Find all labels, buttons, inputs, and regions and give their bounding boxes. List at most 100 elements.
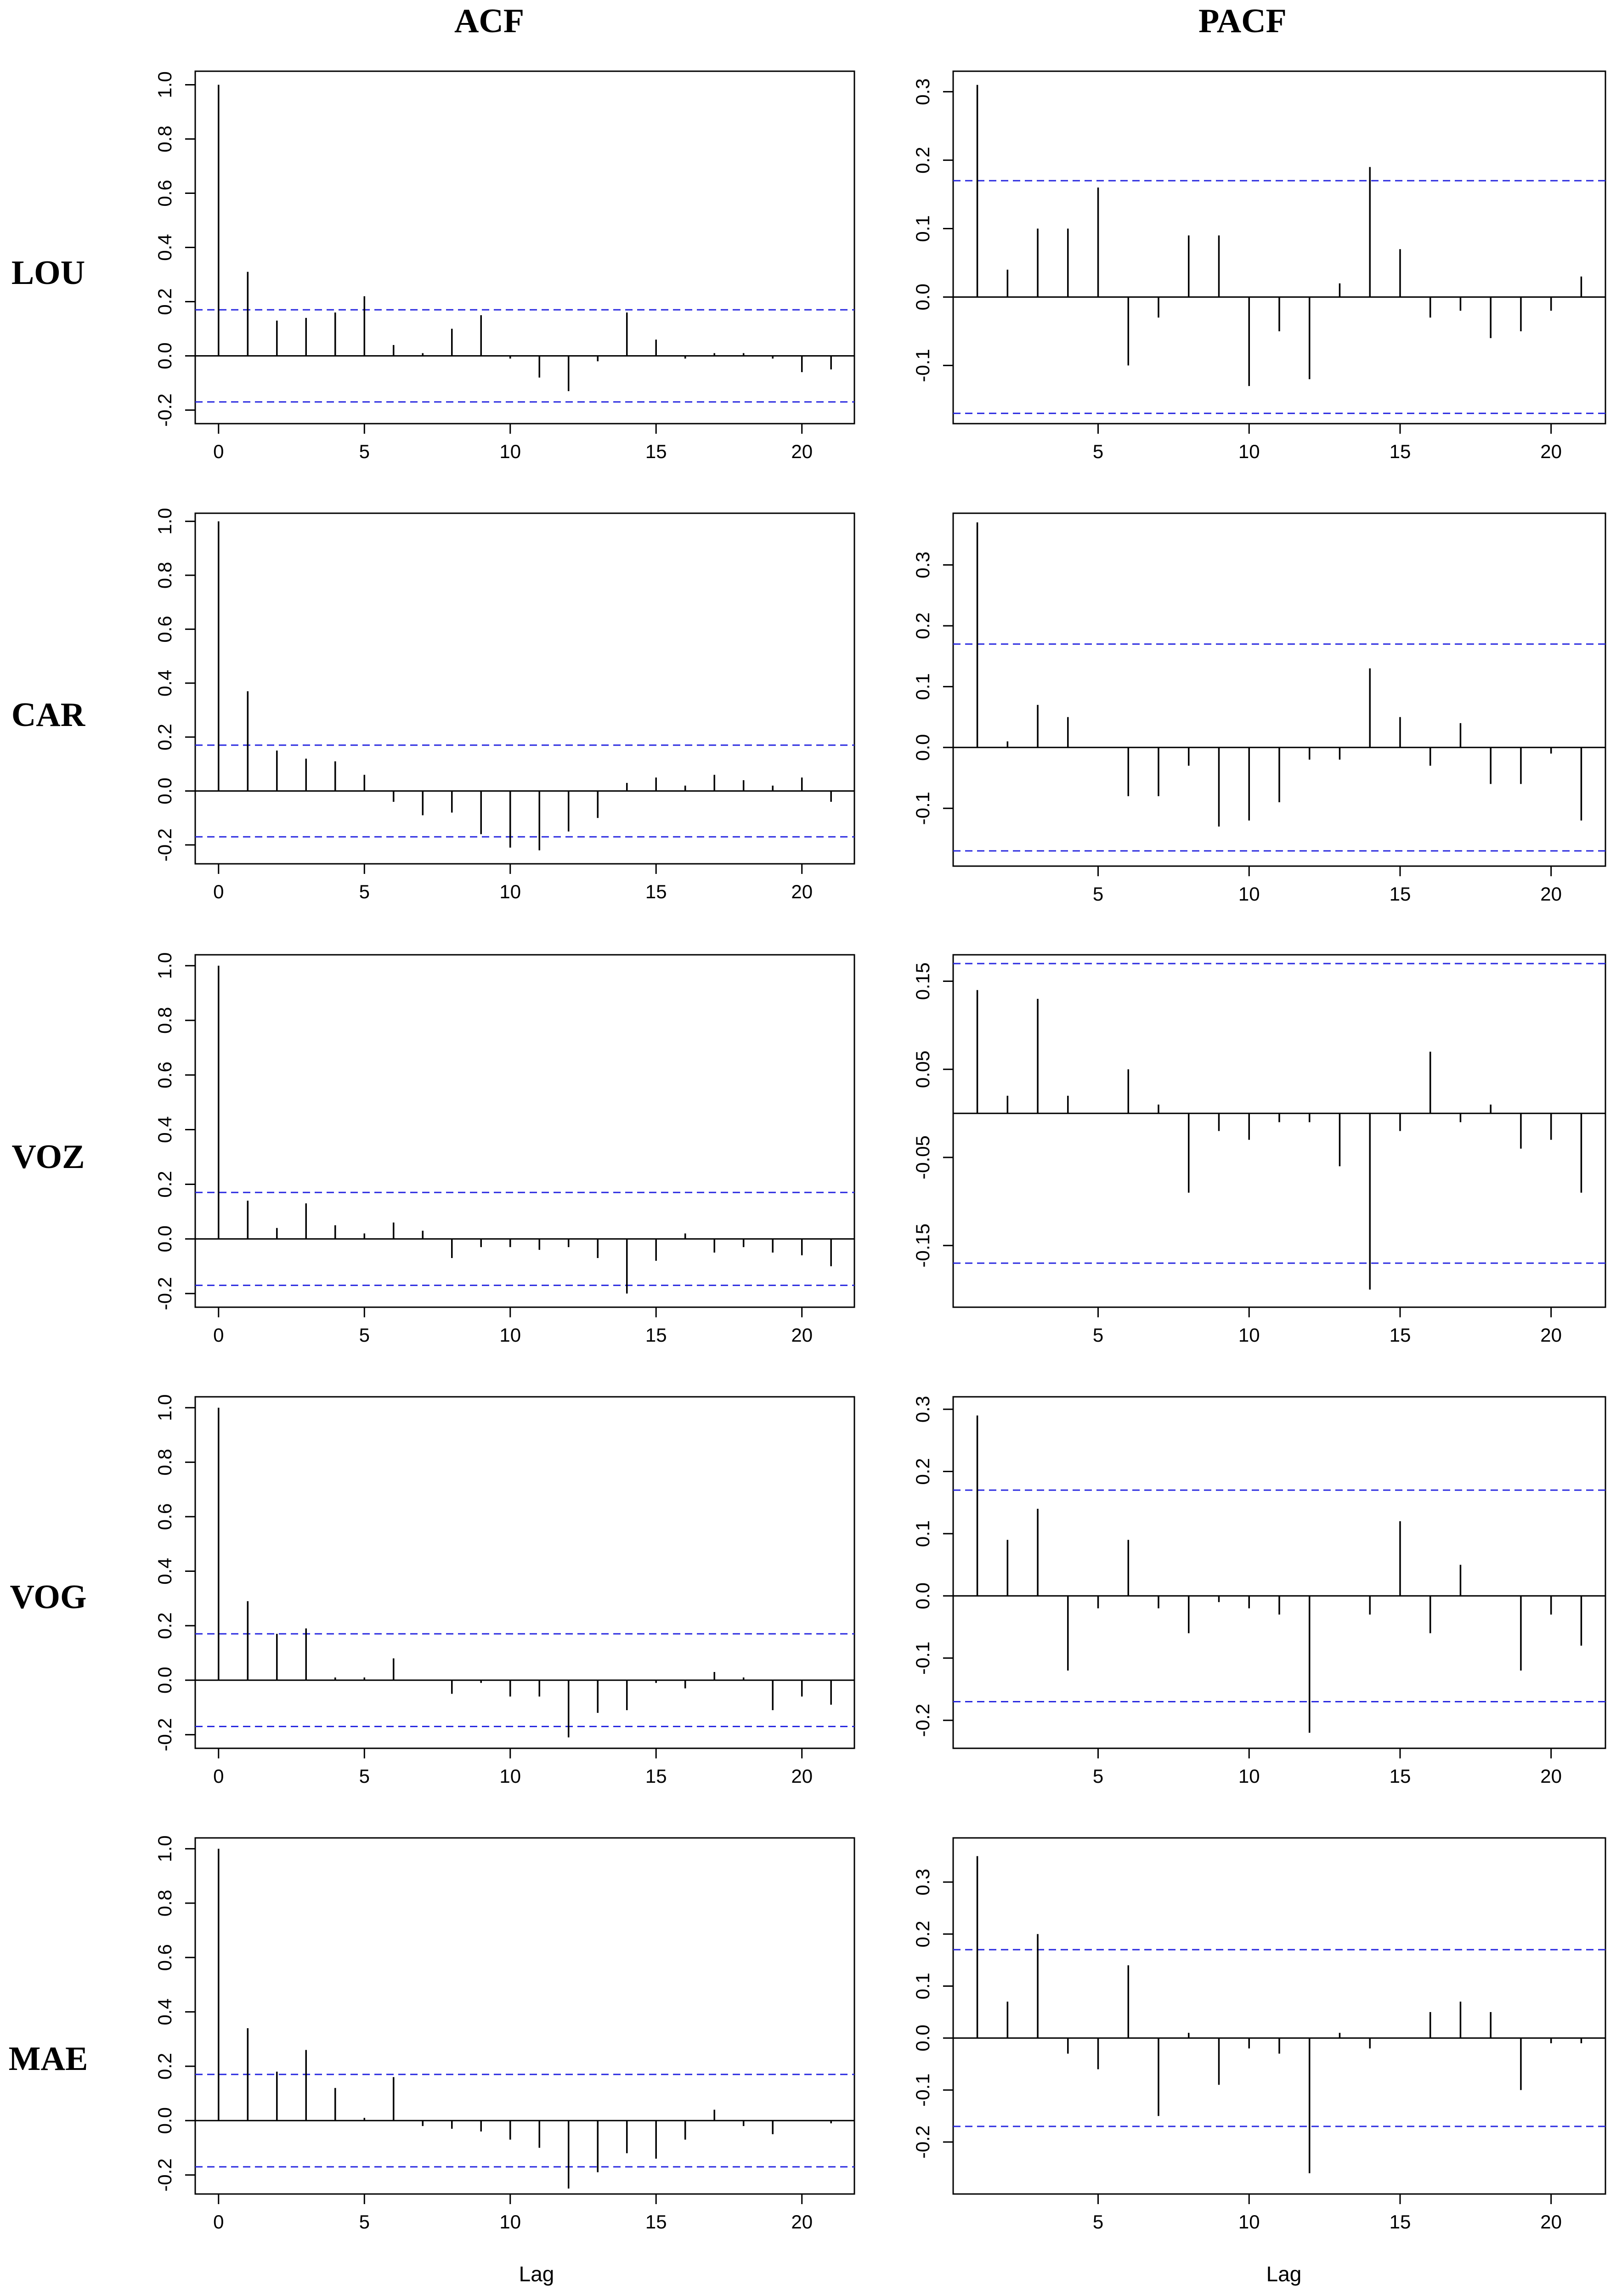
x-tick-label: 20 — [1540, 883, 1562, 905]
y-tick-label: 0.3 — [912, 1869, 933, 1895]
column-title-acf: ACF — [454, 2, 524, 40]
y-tick-label: 0.3 — [912, 78, 933, 105]
y-tick-label: 0.0 — [154, 2107, 175, 2134]
plot-frame — [952, 70, 1606, 425]
panel-lou-acf: 0 5 10 15 20 -0.2 0.0 0.2 0.4 0.6 0.8 1.0 — [154, 70, 855, 462]
y-tick-label: 0.2 — [912, 612, 933, 639]
x-tick-label: 15 — [645, 1324, 667, 1346]
y-tick-label: -0.2 — [154, 1718, 175, 1751]
x-tick-label: 0 — [213, 1765, 224, 1787]
plot-frame — [952, 954, 1606, 1308]
panel-car-acf: 0 5 10 15 20 -0.2 0.0 0.2 0.4 0.6 0.8 1.0 — [154, 508, 855, 902]
x-tick-label: 20 — [791, 1324, 813, 1346]
y-tick-label: 0.1 — [912, 1520, 933, 1547]
y-tick-label: -0.1 — [912, 792, 933, 825]
x-tick-label: 0 — [213, 2211, 224, 2233]
y-tick-label: 1.0 — [154, 1835, 175, 1862]
y-tick-label: 0.2 — [154, 288, 175, 315]
x-axis-title-acf: Lag — [519, 2262, 554, 2286]
y-tick-label: 0.4 — [154, 1116, 175, 1143]
y-tick-label: 1.0 — [154, 952, 175, 979]
x-tick-label: 15 — [1390, 1324, 1411, 1346]
y-tick-label: 0.2 — [154, 724, 175, 750]
y-tick-label: 0.8 — [154, 1007, 175, 1034]
panels-group: 0 5 10 15 20 -0.2 0.0 0.2 0.4 0.6 0.8 1.0 5 10 15 20 -0.… — [154, 70, 1606, 2233]
y-tick-label: -0.1 — [912, 1641, 933, 1674]
y-tick-label: 0.0 — [154, 777, 175, 804]
y-tick-label: 0.0 — [154, 1667, 175, 1694]
plot-frame — [952, 1396, 1606, 1749]
y-tick-label: -0.15 — [912, 1224, 933, 1268]
x-tick-label: 10 — [499, 1765, 521, 1787]
y-tick-label: 0.2 — [912, 1458, 933, 1485]
y-tick-label: 0.4 — [154, 234, 175, 261]
y-tick-label: -0.2 — [912, 2126, 933, 2159]
x-tick-label: 5 — [359, 881, 370, 902]
x-tick-label: 15 — [1390, 441, 1411, 462]
plot-frame — [194, 512, 855, 865]
x-tick-label: 15 — [645, 2211, 667, 2233]
x-tick-label: 10 — [1238, 1765, 1260, 1787]
y-tick-label: -0.05 — [912, 1135, 933, 1179]
y-tick-label: -0.2 — [912, 1704, 933, 1737]
plot-frame — [194, 1396, 855, 1749]
row-label-voz: VOZ — [12, 1138, 85, 1176]
x-tick-label: 10 — [499, 881, 521, 902]
x-tick-label: 0 — [213, 1324, 224, 1346]
y-tick-label: -0.2 — [154, 393, 175, 426]
y-tick-label: 0.2 — [154, 1612, 175, 1639]
y-tick-label: 0.3 — [912, 1396, 933, 1423]
panel-vog-pacf: 5 10 15 20 -0.2 -0.1 0.0 0.1 0.2 0.3 — [912, 1396, 1606, 1787]
row-label-mae: MAE — [9, 2040, 88, 2078]
x-tick-label: 5 — [1093, 2211, 1103, 2233]
y-tick-label: 0.8 — [154, 125, 175, 152]
y-tick-label: -0.2 — [154, 828, 175, 862]
y-tick-label: -0.2 — [154, 1277, 175, 1310]
x-tick-label: 0 — [213, 881, 224, 902]
x-tick-label: 5 — [1093, 1765, 1103, 1787]
x-tick-label: 10 — [1238, 883, 1260, 905]
plot-frame — [194, 70, 855, 425]
y-tick-label: 0.3 — [912, 551, 933, 578]
x-tick-label: 15 — [1390, 883, 1411, 905]
y-tick-label: 0.8 — [154, 1449, 175, 1475]
x-tick-label: 5 — [359, 2211, 370, 2233]
y-tick-label: 0.2 — [912, 1921, 933, 1947]
plot-frame — [194, 1837, 855, 2195]
y-tick-label: 0.4 — [154, 1998, 175, 2025]
plot-frame — [194, 954, 855, 1308]
x-tick-label: 20 — [791, 881, 813, 902]
panel-mae-acf: 0 5 10 15 20 -0.2 0.0 0.2 0.4 0.6 0.8 1.0 — [154, 1835, 855, 2233]
x-tick-label: 20 — [1540, 2211, 1562, 2233]
y-tick-label: 0.6 — [154, 616, 175, 642]
y-tick-label: -0.1 — [912, 2074, 933, 2107]
x-axis-title-pacf: Lag — [1266, 2262, 1302, 2286]
plot-frame — [952, 1837, 1606, 2195]
x-tick-label: 10 — [499, 1324, 521, 1346]
x-tick-label: 20 — [791, 2211, 813, 2233]
x-tick-label: 10 — [1238, 441, 1260, 462]
y-tick-label: 0.0 — [154, 342, 175, 369]
y-tick-label: -0.2 — [154, 2158, 175, 2191]
x-tick-label: 5 — [359, 1324, 370, 1346]
panel-lou-pacf: 5 10 15 20 -0.1 0.0 0.1 0.2 0.3 — [912, 70, 1606, 462]
x-tick-label: 10 — [1238, 2211, 1260, 2233]
plot-frame — [952, 512, 1606, 867]
y-tick-label: 0.1 — [912, 673, 933, 700]
row-label-vog: VOG — [10, 1578, 86, 1616]
x-tick-label: 10 — [499, 441, 521, 462]
panel-mae-pacf: 5 10 15 20 -0.2 -0.1 0.0 0.1 0.2 0.3 — [912, 1837, 1606, 2233]
panel-voz-pacf: 5 10 15 20 -0.15 -0.05 0.05 0.15 — [912, 954, 1606, 1346]
y-tick-label: 0.6 — [154, 1503, 175, 1530]
y-tick-label: 0.8 — [154, 1890, 175, 1916]
y-tick-label: 1.0 — [154, 508, 175, 534]
y-tick-label: 1.0 — [154, 1395, 175, 1421]
panel-car-pacf: 5 10 15 20 -0.1 0.0 0.1 0.2 0.3 — [912, 512, 1606, 905]
x-tick-label: 5 — [1093, 441, 1103, 462]
y-tick-label: -0.1 — [912, 349, 933, 382]
y-tick-label: 0.05 — [912, 1050, 933, 1088]
x-tick-label: 0 — [213, 441, 224, 462]
y-tick-label: 0.0 — [912, 1582, 933, 1609]
y-tick-label: 0.6 — [154, 1944, 175, 1971]
